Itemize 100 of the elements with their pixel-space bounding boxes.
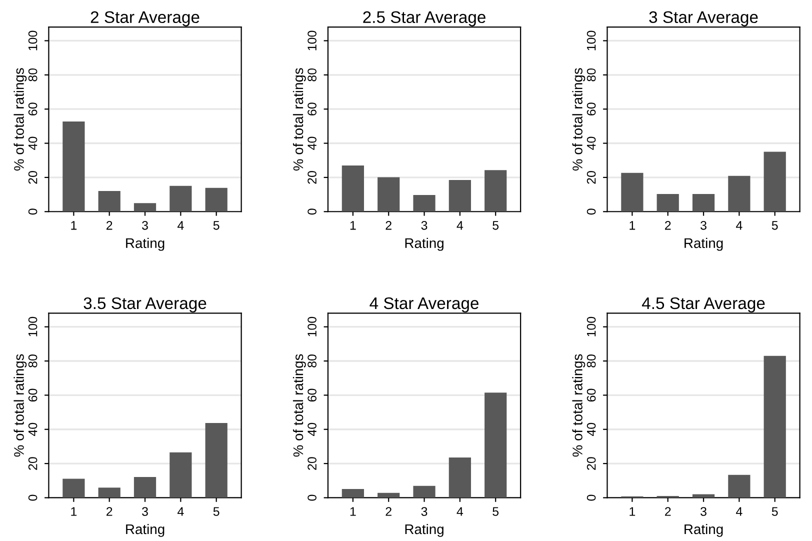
y-tick-label: 80 — [308, 354, 316, 368]
y-tick-label: 20 — [586, 457, 596, 470]
bar — [98, 488, 120, 498]
chart-title: 3.5 Star Average — [84, 297, 206, 312]
x-tick-label: 2 — [386, 507, 392, 516]
bar — [728, 176, 750, 212]
bar — [484, 170, 507, 212]
x-tick-label: 1 — [630, 507, 636, 516]
chart-title: 2 Star Average — [90, 11, 200, 26]
y-tick-label: 20 — [586, 170, 596, 184]
x-tick-label: 3 — [421, 507, 428, 516]
y-tick-label: 20 — [28, 170, 38, 184]
bar — [170, 452, 192, 498]
y-tick-label: 100 — [308, 316, 316, 336]
x-tick-label: 4 — [736, 507, 742, 516]
bar — [764, 356, 786, 498]
bar — [692, 194, 715, 212]
bar — [764, 152, 786, 212]
x-tick-label: 2 — [106, 507, 112, 516]
x-tick-label: 3 — [142, 507, 148, 516]
y-tick-label: 40 — [308, 136, 316, 150]
x-tick-label: 5 — [213, 221, 220, 230]
bar — [342, 489, 364, 498]
x-tick-label: 3 — [700, 507, 706, 516]
y-tick-label: 60 — [308, 388, 316, 402]
y-tick-label: 100 — [28, 30, 38, 50]
y-tick-label: 20 — [308, 457, 316, 470]
x-tick-label: 4 — [177, 221, 184, 230]
y-tick-label: 80 — [586, 354, 596, 368]
y-tick-label: 60 — [308, 102, 316, 116]
x-tick-label: 4 — [177, 507, 184, 516]
y-tick-label: 60 — [28, 102, 38, 116]
x-tick-label: 3 — [421, 220, 428, 230]
y-tick-label: 0 — [308, 494, 316, 501]
bar — [170, 186, 192, 212]
x-tick-label: 3 — [142, 220, 148, 230]
y-tick-label: 20 — [308, 170, 316, 184]
y-tick-label: 40 — [308, 422, 316, 436]
y-tick-label: 40 — [586, 136, 596, 150]
y-tick-label: 0 — [586, 494, 596, 501]
x-tick-label: 4 — [456, 221, 464, 230]
x-tick-label: 4 — [456, 507, 464, 516]
x-tick-label: 3 — [700, 220, 706, 230]
x-axis-title: Rating — [684, 238, 723, 251]
y-tick-label: 80 — [308, 68, 316, 82]
chart-title: 3 Star Average — [649, 11, 758, 26]
y-tick-label: 0 — [308, 208, 316, 215]
y-tick-label: 100 — [586, 316, 596, 336]
bar — [62, 122, 85, 212]
x-axis-title: Rating — [126, 524, 164, 537]
chart-title: 4.5 Star Average — [642, 297, 765, 312]
x-tick-label: 5 — [772, 221, 778, 230]
y-axis-title: % of total ratings — [292, 68, 306, 171]
x-axis-title: Rating — [405, 524, 444, 537]
x-axis-title: Rating — [684, 524, 723, 537]
y-tick-label: 80 — [586, 68, 596, 82]
y-tick-label: 100 — [28, 316, 38, 336]
bar — [413, 486, 436, 498]
chart-title: 4 Star Average — [370, 297, 479, 312]
bar — [342, 165, 364, 212]
bar — [728, 474, 750, 498]
x-tick-label: 1 — [350, 507, 356, 516]
bar — [62, 478, 85, 498]
y-tick-label: 0 — [586, 208, 596, 215]
bar — [378, 177, 400, 212]
y-tick-label: 60 — [586, 102, 596, 116]
y-axis-title: % of total ratings — [14, 354, 27, 457]
y-tick-label: 0 — [28, 208, 38, 215]
bar — [484, 392, 507, 498]
y-tick-label: 60 — [586, 388, 596, 402]
y-axis-title: % of total ratings — [14, 68, 27, 171]
y-tick-label: 20 — [28, 457, 38, 470]
x-tick-label: 2 — [386, 220, 392, 230]
x-tick-label: 2 — [106, 220, 112, 230]
y-tick-label: 100 — [586, 30, 596, 50]
y-axis-title: % of total ratings — [572, 354, 586, 457]
y-axis-title: % of total ratings — [572, 68, 586, 171]
y-tick-label: 40 — [586, 422, 596, 436]
x-tick-label: 2 — [665, 220, 671, 230]
bar — [656, 194, 679, 212]
x-axis-title: Rating — [126, 238, 164, 251]
x-tick-label: 1 — [71, 507, 77, 516]
y-tick-label: 80 — [28, 68, 38, 82]
x-tick-label: 5 — [492, 507, 499, 516]
bar — [413, 195, 436, 212]
y-tick-label: 80 — [28, 354, 38, 368]
bar — [134, 477, 156, 498]
x-tick-label: 1 — [350, 221, 356, 230]
x-tick-label: 5 — [492, 221, 499, 230]
bar — [621, 172, 644, 212]
x-axis-title: Rating — [405, 238, 444, 251]
x-tick-label: 5 — [213, 507, 220, 516]
y-tick-label: 40 — [28, 136, 38, 150]
chart-title: 2.5 Star Average — [363, 11, 486, 26]
bar — [378, 492, 400, 498]
x-tick-label: 4 — [736, 221, 742, 230]
bar — [448, 180, 471, 212]
y-tick-label: 40 — [28, 422, 38, 436]
bar — [205, 188, 228, 212]
bar — [98, 190, 120, 212]
